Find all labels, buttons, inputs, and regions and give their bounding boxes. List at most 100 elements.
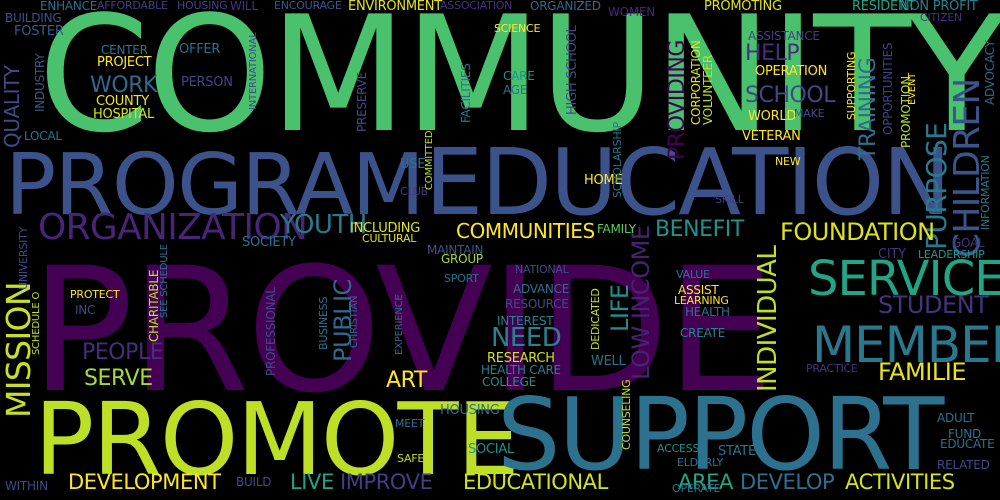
word: LEARNING: [674, 294, 729, 307]
word: HELP: [745, 41, 800, 66]
word: BUILD: [236, 475, 272, 489]
word: EXPERIENCE: [394, 294, 405, 355]
word: EDUCATION: [425, 129, 951, 236]
word: WORK: [90, 73, 158, 98]
word: PRESERVE: [355, 72, 369, 132]
word: AFFORDABLE: [97, 0, 168, 12]
word: PROGRAM: [5, 136, 425, 235]
word: CLUB: [400, 185, 428, 198]
word: MAKE: [794, 107, 825, 120]
word: COLLEGE: [482, 375, 536, 389]
word: VALUE: [676, 268, 710, 281]
word: ART: [386, 368, 427, 393]
word: SCHOLARSHIP: [611, 122, 624, 198]
word: CITIZEN: [920, 11, 963, 24]
word: SOCIAL: [468, 442, 514, 457]
word: NON PROFIT: [900, 0, 978, 14]
word: ADVOCACY: [983, 40, 997, 105]
word: EDUCATIONAL: [463, 470, 608, 494]
word: COMMITTED: [424, 130, 435, 190]
word: ADULT: [937, 411, 975, 425]
word: ASSOCIATION: [440, 0, 513, 12]
word: ORGANIZATION: [38, 207, 308, 248]
word: SUPPORT: [497, 376, 944, 493]
word: TRAINING: [856, 57, 881, 160]
word: EDUCATE: [940, 437, 995, 451]
word: NEW: [775, 155, 801, 168]
word: PROVIDE: [30, 230, 774, 431]
word: PROJECT: [97, 55, 152, 70]
word: MAINTAIN: [427, 243, 484, 257]
word: FAMILY: [597, 222, 636, 236]
word: WORLD: [748, 109, 797, 124]
word: COUNTY: [96, 94, 149, 109]
word: LIVE: [290, 470, 334, 494]
word: ORGANIZED: [530, 0, 601, 13]
word: WOMEN: [608, 5, 656, 19]
word: GROUP: [441, 252, 483, 266]
word: STATE: [718, 444, 756, 459]
word: SAFE: [397, 452, 425, 465]
word: SCHOOL: [745, 83, 836, 108]
word: CENTER: [101, 43, 148, 57]
word: CULTURAL: [362, 232, 417, 245]
word: EVENT: [907, 72, 918, 105]
word: COMMUNITIES: [456, 219, 595, 243]
word: OPERATE: [672, 482, 721, 495]
word: DEVELOPMENT: [68, 470, 221, 494]
word: PROFESSIONAL: [264, 287, 278, 376]
word: CHRISTIAN: [349, 295, 360, 348]
word: COMMUNITY: [38, 0, 1000, 168]
word: USE: [400, 157, 426, 172]
word: GOAL: [952, 236, 985, 250]
word: HEALTH: [685, 305, 730, 319]
word: BENEFIT: [655, 217, 744, 242]
word: PROTECT: [70, 288, 120, 301]
word: AREA: [678, 470, 733, 494]
word: LOCAL: [24, 129, 62, 143]
word: CREATE: [680, 326, 726, 340]
word: CARE: [503, 69, 535, 83]
word: PRACTICE: [806, 362, 858, 375]
word: UNIVERSITY: [17, 226, 30, 290]
word: RELATED: [937, 458, 990, 472]
word: WITHIN: [5, 479, 48, 493]
word: FOSTER: [14, 24, 64, 39]
word: ASSISTANCE: [748, 29, 820, 43]
word: PROVIDING: [665, 40, 690, 160]
word: ENCOURAGE: [274, 0, 342, 12]
word: FOUNDATION: [780, 218, 935, 246]
word: LEADERSHIP: [918, 248, 985, 261]
word: SEE SCHEDULE: [159, 244, 170, 318]
word: COUNSELING: [620, 379, 633, 450]
word: ADVANCE: [513, 282, 570, 296]
word: SUPPORTING: [845, 51, 858, 120]
word: MEMBER: [812, 316, 1000, 374]
word: OPPORTUNITIES: [881, 42, 895, 135]
word: QUALITY: [0, 65, 24, 148]
word: ENHANCE: [40, 0, 98, 13]
word: LOW INCOME: [627, 225, 655, 380]
word: HEALTH CARE: [481, 363, 561, 377]
word: IMPROVE: [340, 470, 433, 494]
word: OFFER: [179, 42, 221, 57]
word: INTEREST: [497, 314, 554, 328]
word: INDIVIDUAL: [753, 245, 783, 392]
word: WELL: [591, 354, 626, 369]
word: ACCESS: [657, 442, 700, 455]
word: SPORT: [444, 272, 479, 285]
word: PERSON: [181, 75, 233, 90]
word: AGE: [503, 83, 528, 97]
word: SOCIETY: [242, 235, 296, 250]
word: CITY: [878, 247, 906, 262]
word: INFORMATION: [979, 155, 992, 230]
word: PROMOTE: [34, 381, 520, 498]
word: OPERATION: [755, 64, 828, 79]
word: RESIDENT: [852, 0, 916, 14]
word: BUILDING: [5, 11, 62, 25]
word: INTERNATIONAL: [248, 32, 259, 110]
word: VOLUNTEER: [701, 55, 715, 125]
word: SCIENCE: [494, 22, 541, 35]
word: NATIONAL: [515, 263, 569, 276]
word: MEET: [395, 417, 425, 430]
